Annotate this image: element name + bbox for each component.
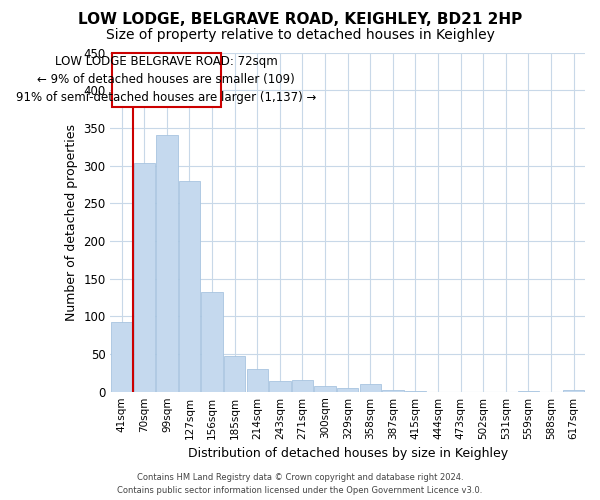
Bar [156, 134, 178, 392]
Bar [202, 292, 223, 392]
Bar [405, 391, 426, 392]
Bar [563, 390, 584, 392]
Bar [382, 390, 404, 392]
Text: LOW LODGE BELGRAVE ROAD: 72sqm
← 9% of detached houses are smaller (109)
91% of : LOW LODGE BELGRAVE ROAD: 72sqm ← 9% of d… [16, 55, 317, 104]
Bar [269, 381, 290, 392]
Bar [134, 164, 155, 392]
Bar [247, 369, 268, 392]
FancyBboxPatch shape [112, 52, 221, 107]
Bar [314, 386, 336, 392]
Text: Contains HM Land Registry data © Crown copyright and database right 2024.
Contai: Contains HM Land Registry data © Crown c… [118, 474, 482, 495]
Bar [518, 391, 539, 392]
Bar [292, 380, 313, 392]
Bar [179, 180, 200, 392]
Text: Size of property relative to detached houses in Keighley: Size of property relative to detached ho… [106, 28, 494, 42]
Bar [111, 322, 133, 392]
Bar [224, 356, 245, 392]
Bar [337, 388, 358, 392]
Y-axis label: Number of detached properties: Number of detached properties [65, 124, 78, 320]
Bar [359, 384, 381, 392]
Text: LOW LODGE, BELGRAVE ROAD, KEIGHLEY, BD21 2HP: LOW LODGE, BELGRAVE ROAD, KEIGHLEY, BD21… [78, 12, 522, 28]
X-axis label: Distribution of detached houses by size in Keighley: Distribution of detached houses by size … [188, 447, 508, 460]
